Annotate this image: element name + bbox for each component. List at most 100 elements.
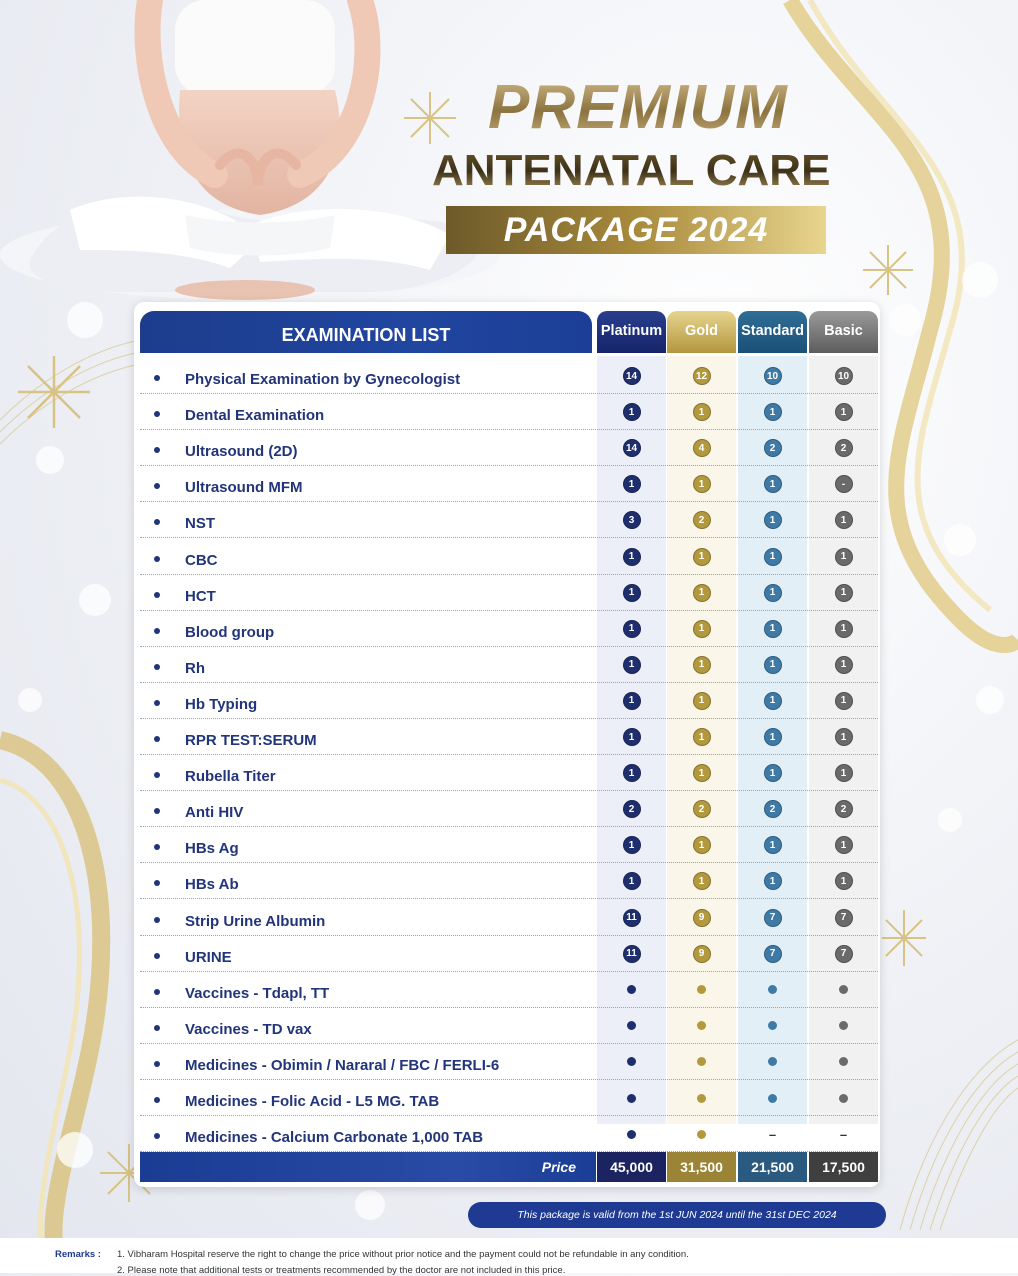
count-badge: 1 bbox=[622, 728, 641, 746]
table-row: Rubella Titer 1 1 1 1 bbox=[140, 755, 878, 792]
bullet-icon bbox=[154, 447, 160, 454]
bullet-icon bbox=[154, 699, 160, 706]
cell-standard: 1 bbox=[738, 466, 807, 502]
count-badge: 1 bbox=[692, 691, 711, 710]
table-row: URINE 11 9 7 7 bbox=[140, 936, 878, 972]
cell-standard bbox=[738, 972, 807, 1008]
cell-gold bbox=[667, 972, 736, 1008]
count-badge: 1 bbox=[622, 547, 641, 566]
cell-gold: 1 bbox=[667, 575, 736, 611]
cell-basic: 7 bbox=[809, 900, 878, 936]
cell-gold: 1 bbox=[667, 647, 736, 683]
examination-label: Physical Examination by Gynecologist bbox=[185, 371, 461, 388]
cell-standard: 1 bbox=[738, 719, 807, 755]
count-badge: 1 bbox=[763, 872, 782, 891]
cell-platinum: 1 bbox=[597, 575, 666, 611]
included-dot-icon bbox=[839, 1021, 848, 1031]
bullet-icon bbox=[154, 591, 160, 598]
count-badge: 2 bbox=[692, 800, 711, 819]
count-badge: - bbox=[834, 475, 853, 494]
count-badge: 1 bbox=[692, 872, 711, 891]
table-row: Dental Examination 1 1 1 1 bbox=[140, 394, 878, 431]
count-badge: 1 bbox=[763, 836, 782, 855]
count-badge: 1 bbox=[692, 475, 711, 494]
count-badge: 1 bbox=[834, 619, 853, 638]
cell-platinum: 1 bbox=[597, 683, 666, 719]
cell-platinum: 1 bbox=[597, 827, 666, 863]
price-basic: 17,500 bbox=[809, 1152, 878, 1182]
cell-platinum: 3 bbox=[597, 502, 666, 538]
cell-basic: 7 bbox=[809, 936, 878, 972]
count-badge: 1 bbox=[763, 583, 782, 602]
cell-standard bbox=[738, 1008, 807, 1044]
cell-standard: 1 bbox=[738, 502, 807, 538]
bullet-icon bbox=[154, 627, 160, 634]
cell-gold: 1 bbox=[667, 394, 736, 430]
cell-standard: 7 bbox=[738, 900, 807, 936]
count-badge: 1 bbox=[834, 511, 853, 530]
price-standard: 21,500 bbox=[738, 1152, 807, 1182]
table-row: Medicines - Obimin / Nararal / FBC / FER… bbox=[140, 1044, 878, 1080]
cell-basic: 1 bbox=[809, 539, 878, 575]
count-badge: 1 bbox=[622, 583, 641, 602]
bullet-icon bbox=[154, 1060, 160, 1067]
cell-basic: 1 bbox=[809, 863, 878, 899]
cell-standard: 1 bbox=[738, 863, 807, 899]
bullet-icon bbox=[154, 916, 160, 923]
cell-platinum: 1 bbox=[597, 719, 666, 755]
examination-label: Medicines - Calcium Carbonate 1,000 TAB bbox=[185, 1129, 484, 1147]
cell-basic: 1 bbox=[809, 719, 878, 755]
count-badge: 2 bbox=[763, 800, 782, 819]
included-dot-icon bbox=[697, 1057, 706, 1067]
cell-platinum: 1 bbox=[597, 647, 666, 683]
included-dot-icon bbox=[768, 1021, 777, 1031]
count-badge: 7 bbox=[763, 944, 782, 963]
examination-label: Rubella Titer bbox=[185, 768, 276, 786]
cell-platinum: 11 bbox=[597, 900, 666, 936]
cell-platinum: 1 bbox=[597, 755, 666, 791]
package-header-gold: Gold bbox=[667, 311, 736, 353]
table-row: Strip Urine Albumin 11 9 7 7 bbox=[140, 900, 878, 936]
count-badge: 12 bbox=[692, 367, 711, 385]
count-badge: 10 bbox=[834, 367, 853, 385]
included-dot-icon bbox=[768, 1057, 777, 1067]
cell-gold bbox=[667, 1008, 736, 1044]
count-badge: 2 bbox=[834, 800, 853, 819]
cell-basic: 10 bbox=[809, 358, 878, 394]
bullet-icon bbox=[154, 1133, 160, 1140]
examination-label: HBs Ag bbox=[185, 840, 239, 858]
table-row: NST 3 2 1 1 bbox=[140, 502, 878, 539]
included-dot-icon bbox=[839, 1057, 848, 1067]
bullet-icon bbox=[154, 844, 160, 851]
count-badge: 1 bbox=[834, 728, 853, 746]
cell-basic bbox=[809, 1044, 878, 1080]
cell-basic: 1 bbox=[809, 611, 878, 647]
cell-gold: 1 bbox=[667, 827, 736, 863]
count-badge: 1 bbox=[763, 403, 782, 422]
snowflake-icon bbox=[18, 356, 90, 428]
count-badge: 1 bbox=[692, 836, 711, 855]
cell-standard: 1 bbox=[738, 539, 807, 575]
package-header-basic: Basic bbox=[809, 311, 878, 353]
count-badge: 14 bbox=[622, 367, 641, 385]
included-dot-icon bbox=[627, 1129, 636, 1139]
cell-basic: 1 bbox=[809, 827, 878, 863]
bullet-icon bbox=[154, 772, 160, 779]
count-badge: 4 bbox=[692, 439, 711, 458]
examination-label: HCT bbox=[185, 587, 216, 605]
bullet-icon bbox=[154, 880, 160, 887]
bullet-icon bbox=[154, 1024, 160, 1031]
cell-basic: 1 bbox=[809, 755, 878, 791]
price-label-bar: Price bbox=[140, 1152, 596, 1182]
bullet-icon bbox=[154, 375, 160, 381]
cell-gold: 2 bbox=[667, 502, 736, 538]
cell-standard: 1 bbox=[738, 827, 807, 863]
included-dot-icon bbox=[839, 1093, 848, 1103]
cell-platinum bbox=[597, 972, 666, 1008]
cell-platinum: 11 bbox=[597, 936, 666, 972]
examination-label: Anti HIV bbox=[185, 804, 244, 822]
table-row: RPR TEST:SERUM 1 1 1 1 bbox=[140, 719, 878, 755]
cell-platinum: 1 bbox=[597, 611, 666, 647]
cell-standard: 1 bbox=[738, 575, 807, 611]
cell-basic: 1 bbox=[809, 647, 878, 683]
